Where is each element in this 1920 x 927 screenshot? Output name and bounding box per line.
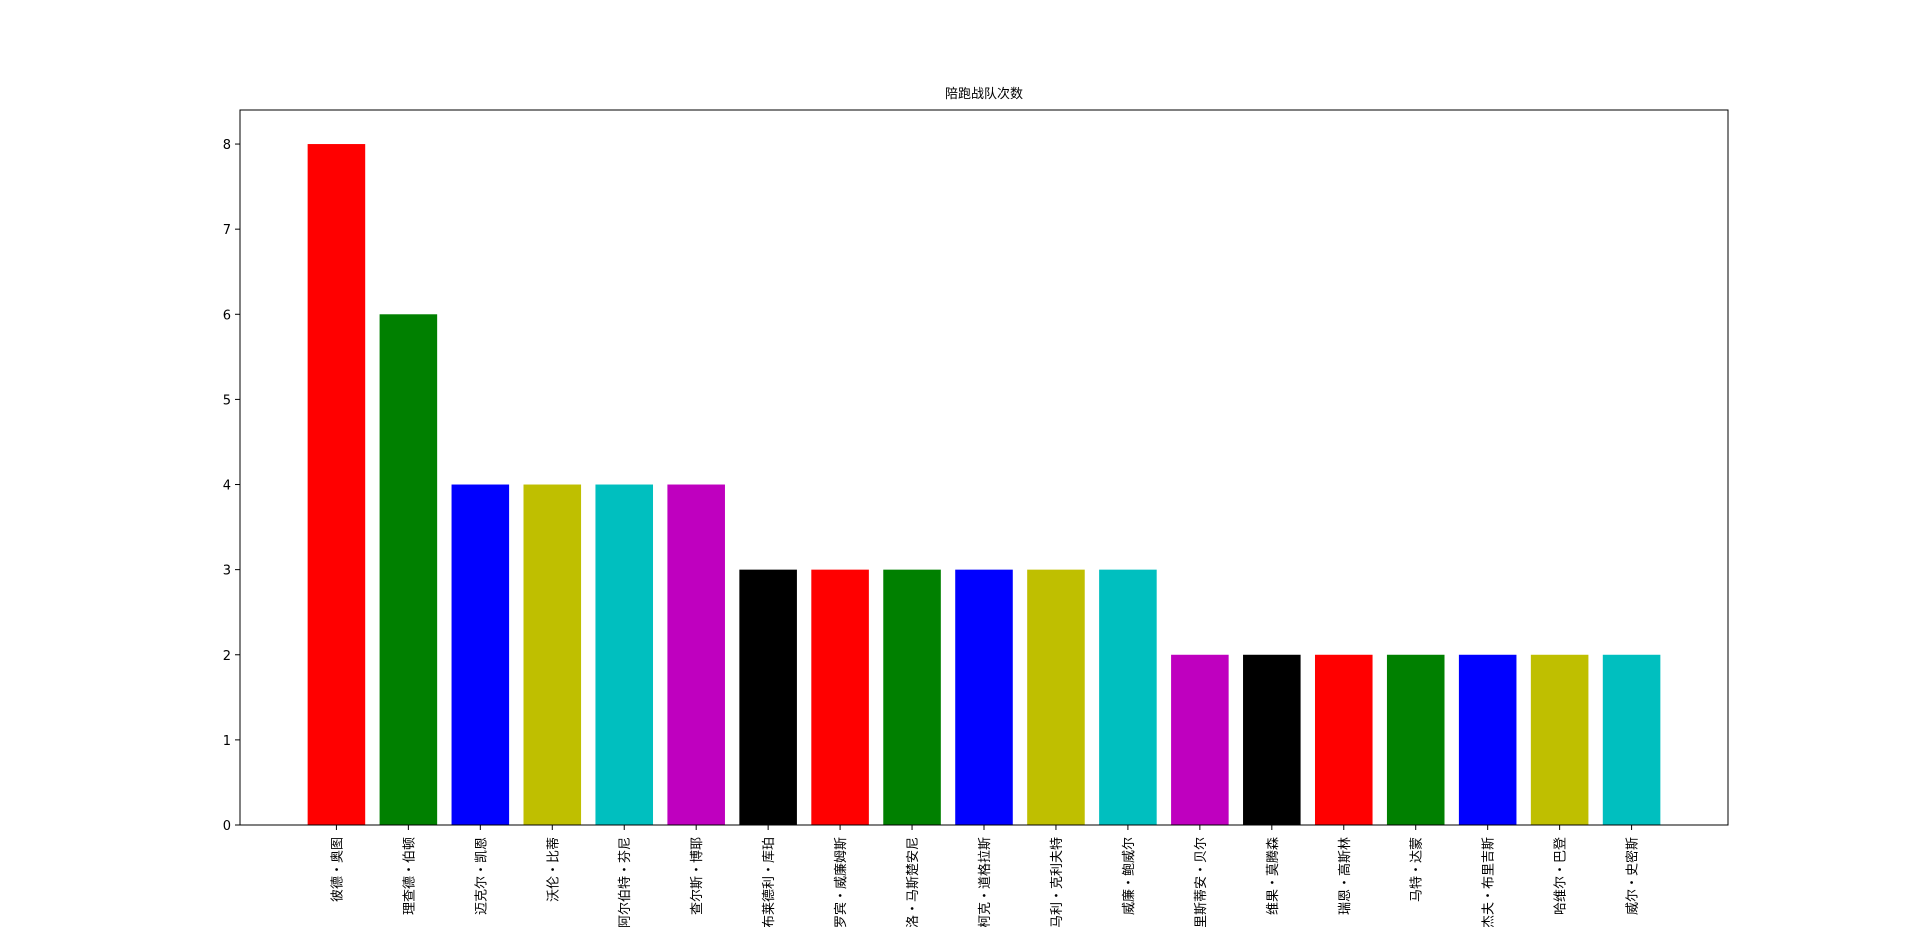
x-tick-label: 杰夫・布里吉斯	[1482, 837, 1497, 927]
x-tick-label: 克里斯蒂安・贝尔	[1194, 837, 1209, 927]
bar	[667, 484, 725, 825]
y-tick-label: 6	[223, 308, 231, 323]
bar	[595, 484, 654, 825]
y-tick-label: 7	[223, 223, 231, 238]
bar	[955, 569, 1013, 825]
bar	[451, 484, 510, 825]
bar	[1386, 654, 1445, 825]
x-tick-label: 柯克・道格拉斯	[977, 837, 993, 927]
x-tick-label: 理查德・伯顿	[402, 837, 417, 915]
bar	[1243, 654, 1301, 825]
plot-frame	[239, 109, 1729, 826]
x-tick-label: 哈维尔・巴登	[1554, 837, 1569, 915]
y-tick-label: 0	[223, 819, 231, 834]
bar	[1602, 654, 1661, 825]
x-tick-label: 罗宾・威廉姆斯	[833, 837, 849, 927]
bar	[883, 569, 941, 825]
x-tick-label: 迈克尔・凯恩	[474, 837, 489, 915]
bar	[811, 569, 869, 825]
x-tick-label: 蒙哥马利・克利夫特	[1050, 837, 1065, 927]
x-tick-label: 彼德・奥图	[330, 837, 345, 902]
bar	[379, 314, 438, 825]
x-tick-label: 马特・达蒙	[1410, 837, 1425, 902]
bar	[1314, 654, 1373, 825]
bar	[739, 569, 797, 825]
bar	[307, 144, 366, 826]
x-tick-label: 维果・莫腾森	[1265, 837, 1281, 915]
bar	[1458, 654, 1517, 825]
bar	[1530, 654, 1589, 825]
y-tick-label: 8	[223, 138, 231, 153]
y-tick-label: 5	[223, 393, 231, 408]
y-tick-label: 4	[223, 479, 231, 494]
x-tick-label: 沃伦・比蒂	[546, 837, 561, 902]
x-tick-label: 布莱德利・库珀	[761, 837, 777, 927]
bar	[523, 484, 582, 825]
bar	[1027, 569, 1085, 825]
y-tick-label: 3	[223, 564, 231, 579]
x-tick-label: 查尔斯・博耶	[690, 837, 705, 915]
x-tick-label: 阿尔伯特・芬尼	[618, 837, 633, 927]
x-tick-label: 威尔・史密斯	[1625, 837, 1641, 915]
x-tick-label: 瑞恩・高斯林	[1337, 837, 1353, 915]
y-tick-label: 1	[223, 734, 231, 749]
y-tick-label: 2	[223, 649, 231, 664]
x-tick-label: 马塞洛・马斯楚安尼	[905, 837, 921, 927]
x-tick-label: 威廉・鲍威尔	[1121, 837, 1137, 915]
bar	[1099, 569, 1157, 825]
bar	[1171, 654, 1229, 825]
chart-title: 陪跑战队次数	[945, 86, 1023, 102]
